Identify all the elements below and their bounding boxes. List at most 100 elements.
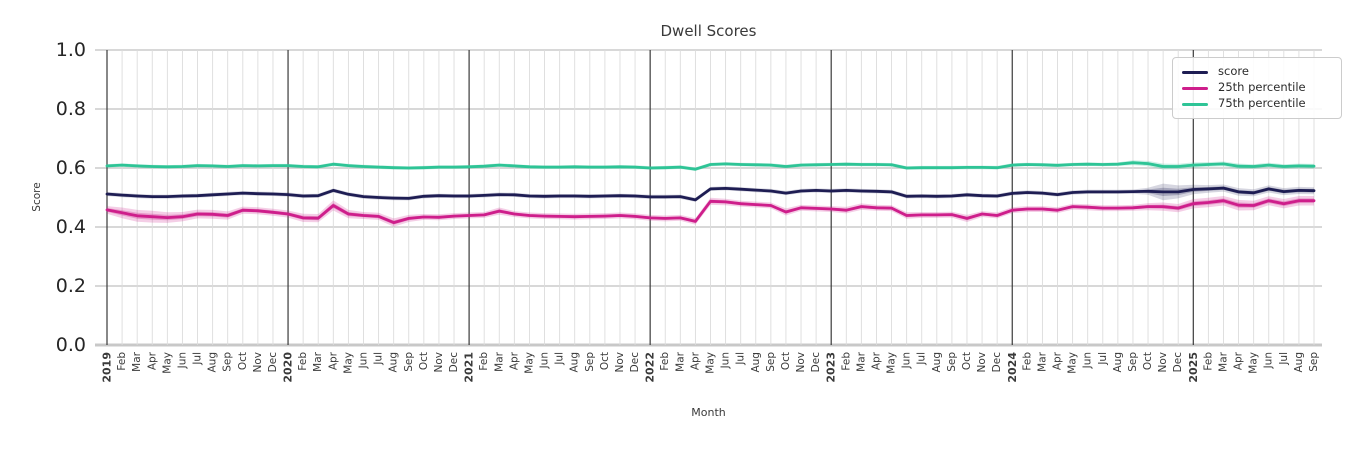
x-tick-label-month: Nov	[433, 352, 445, 373]
x-tick-label-month: Nov	[795, 352, 807, 373]
x-tick-label-month: Jun	[1082, 352, 1094, 369]
series-line-25th-percentile	[105, 199, 1316, 225]
legend-label: 75th percentile	[1218, 96, 1306, 111]
x-tick-label-month: Jul	[373, 352, 385, 366]
x-tick-label-month: Nov	[252, 352, 264, 373]
x-tick-label-month: Aug	[207, 352, 219, 373]
legend-line-swatch	[1182, 70, 1208, 74]
series-line-score	[105, 186, 1316, 202]
x-tick-label-month: Jun	[901, 352, 913, 369]
x-tick-label-month: Mar	[1036, 351, 1048, 371]
x-tick-label-month: May	[705, 352, 717, 374]
x-tick-label-month: Sep	[222, 352, 234, 372]
y-tick-label: 0.0	[56, 334, 86, 356]
x-tick-label-month: Jul	[192, 352, 204, 366]
series-line-75th-percentile	[105, 161, 1316, 171]
x-tick-label-month: Apr	[1233, 351, 1245, 370]
x-tick-label-month: Oct	[418, 352, 430, 370]
y-tick-label: 0.4	[56, 216, 86, 238]
x-tick-label-month: Dec	[448, 352, 460, 373]
x-tick-label-month: Aug	[1112, 352, 1124, 373]
x-tick-label-month: Mar	[674, 351, 686, 371]
x-tick-label-month: Sep	[946, 352, 958, 372]
x-tick-label-month: Apr	[146, 351, 158, 370]
x-tick-label-month: Aug	[569, 352, 581, 373]
x-tick-label-month: Nov	[1157, 352, 1169, 373]
x-tick-label-month: Oct	[961, 352, 973, 370]
y-tick-label: 0.8	[56, 98, 86, 120]
legend-line-swatch	[1182, 86, 1208, 90]
x-tick-label-month: Jun	[357, 352, 369, 369]
legend-entry: 25th percentile	[1182, 80, 1333, 96]
x-tick-label-month: Jun	[1263, 352, 1275, 369]
x-tick-label-month: Jul	[1278, 352, 1290, 366]
x-axis-label: Month	[691, 406, 726, 419]
x-tick-label-month: Jun	[720, 352, 732, 369]
x-tick-label-month: Jul	[1097, 352, 1109, 366]
x-tick-label-month: Nov	[614, 352, 626, 373]
x-tick-label-month: Jun	[176, 352, 188, 369]
legend-entry: 75th percentile	[1182, 96, 1333, 112]
x-tick-label-month: Jun	[539, 352, 551, 369]
x-tick-label-month: Jul	[735, 352, 747, 366]
x-tick-label-year: 2023	[825, 352, 838, 383]
x-tick-label-month: Mar	[131, 351, 143, 371]
x-tick-label-year: 2025	[1187, 352, 1200, 383]
x-tick-label-month: May	[1248, 352, 1260, 374]
x-tick-label-month: Sep	[403, 352, 415, 372]
x-tick-label-month: Oct	[599, 352, 611, 370]
legend-entry: score	[1182, 64, 1333, 80]
x-tick-label-month: Oct	[780, 352, 792, 370]
x-tick-label-month: Mar	[493, 351, 505, 371]
x-tick-label-month: May	[342, 352, 354, 374]
x-tick-label-month: Feb	[1021, 352, 1033, 371]
x-tick-label-month: Feb	[478, 352, 490, 371]
x-tick-label-month: Aug	[1293, 352, 1305, 373]
chart-title: Dwell Scores	[660, 22, 757, 40]
x-tick-label-year: 2019	[101, 352, 114, 383]
x-tick-label-month: Jul	[916, 352, 928, 366]
x-tick-label-month: Feb	[297, 352, 309, 371]
x-tick-label-month: Aug	[750, 352, 762, 373]
x-tick-label-month: Oct	[237, 352, 249, 370]
legend-label: score	[1218, 64, 1249, 79]
x-tick-label-month: Sep	[765, 352, 777, 372]
x-tick-label-month: Sep	[584, 352, 596, 372]
x-tick-label-month: Sep	[1127, 352, 1139, 372]
x-tick-label-month: Feb	[1202, 352, 1214, 371]
x-tick-label-month: Dec	[991, 352, 1003, 373]
x-tick-label-month: Feb	[840, 352, 852, 371]
x-tick-label-month: Jul	[554, 352, 566, 366]
x-tick-label-month: May	[161, 352, 173, 374]
x-tick-label-month: Mar	[1217, 351, 1229, 371]
x-tick-label-month: Apr	[1052, 351, 1064, 370]
x-tick-label-month: Feb	[116, 352, 128, 371]
legend-label: 25th percentile	[1218, 80, 1306, 95]
x-tick-label-month: May	[886, 352, 898, 374]
x-tick-label-month: Nov	[976, 352, 988, 373]
y-tick-label: 0.2	[56, 275, 86, 297]
x-tick-label-month: Apr	[689, 351, 701, 370]
y-tick-label: 0.6	[56, 157, 86, 179]
x-tick-label-month: Dec	[810, 352, 822, 373]
x-tick-label-month: Apr	[327, 351, 339, 370]
x-tick-label-month: Mar	[312, 351, 324, 371]
x-tick-label-month: Dec	[1172, 352, 1184, 373]
x-tick-label-month: Apr	[508, 351, 520, 370]
legend: score 25th percentile 75th percentile	[1172, 57, 1342, 119]
x-tick-label-month: Dec	[629, 352, 641, 373]
x-tick-label-year: 2020	[282, 352, 295, 383]
x-tick-label-month: Oct	[1142, 352, 1154, 370]
x-tick-label-month: May	[523, 352, 535, 374]
x-tick-label-year: 2022	[644, 352, 657, 383]
x-tick-label-month: Feb	[659, 352, 671, 371]
x-tick-label-month: Sep	[1308, 352, 1320, 372]
x-tick-label-month: Dec	[267, 352, 279, 373]
x-tick-label-year: 2021	[463, 352, 476, 383]
x-tick-label-month: Apr	[870, 351, 882, 370]
x-tick-label-month: Aug	[931, 352, 943, 373]
x-tick-label-month: Aug	[388, 352, 400, 373]
x-tick-label-month: Mar	[855, 351, 867, 371]
